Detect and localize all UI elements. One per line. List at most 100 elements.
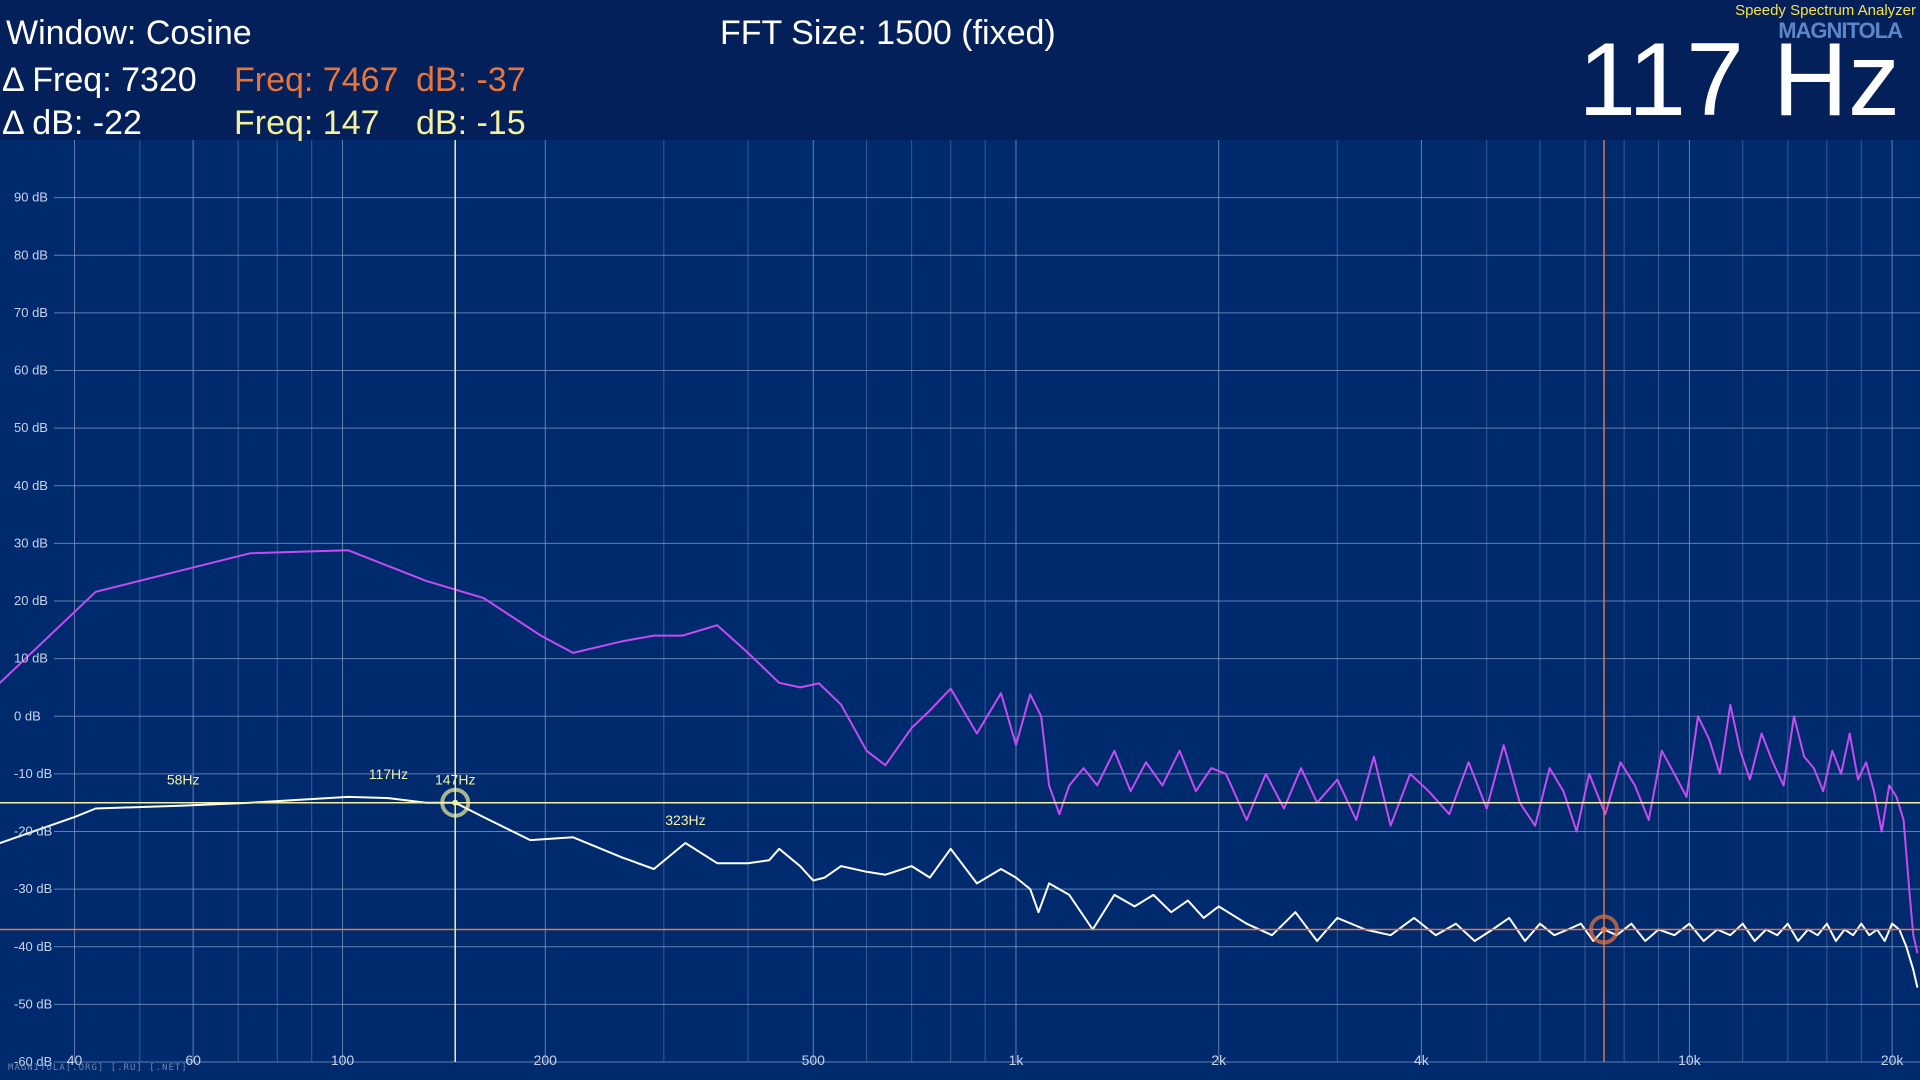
series-point xyxy=(1697,715,1699,718)
series-point xyxy=(1294,911,1297,913)
cursor-layer[interactable] xyxy=(0,140,1920,1062)
series-point xyxy=(1037,911,1040,913)
series-point xyxy=(799,865,801,867)
dominant-frequency-readout: 117 Hz xyxy=(1578,22,1900,138)
y-tick-label: -20 dB xyxy=(14,824,52,839)
y-tick-label: 20 dB xyxy=(14,593,48,608)
series-point xyxy=(1787,922,1789,925)
grid xyxy=(54,140,1920,1063)
fft-size-label[interactable]: FFT Size: 1500 (fixed) xyxy=(720,14,1056,52)
series-point xyxy=(1040,715,1042,718)
app-title: Speedy Spectrum Analyzer xyxy=(1735,2,1916,19)
series-point xyxy=(1113,750,1116,752)
series-point xyxy=(1068,894,1071,896)
series-point xyxy=(1300,767,1302,769)
series-point xyxy=(681,634,684,637)
series-point xyxy=(1413,917,1415,919)
series-point xyxy=(1448,813,1451,816)
yellow-cursor-marker-ring[interactable] xyxy=(440,787,471,818)
series-point xyxy=(1015,744,1017,746)
series-point xyxy=(73,816,76,818)
series-point xyxy=(1502,744,1505,746)
orange-cursor-marker-dot[interactable] xyxy=(1600,926,1607,933)
series-point xyxy=(1880,830,1883,833)
x-tick-label: 1k xyxy=(1009,1052,1025,1068)
x-tick-label: 10k xyxy=(1678,1052,1702,1068)
series-point xyxy=(1905,945,1908,948)
series-point xyxy=(1719,773,1721,775)
series-point xyxy=(1580,922,1582,925)
series-point xyxy=(747,652,749,654)
series-point xyxy=(1336,917,1339,919)
series-point xyxy=(1170,911,1172,913)
series-point xyxy=(1508,917,1510,919)
orange-cursor-marker-ring[interactable] xyxy=(1588,914,1619,945)
series-point xyxy=(653,868,655,870)
series-point xyxy=(1245,922,1248,925)
series-point xyxy=(1210,767,1213,769)
yellow-cursor-db: dB: -15 xyxy=(416,104,526,142)
series-point xyxy=(1634,784,1636,787)
series-point xyxy=(1604,813,1607,816)
series-point xyxy=(1873,790,1875,792)
series-point xyxy=(1888,784,1890,787)
series-point xyxy=(1753,940,1756,942)
series-point xyxy=(1000,868,1002,870)
series-point xyxy=(1000,692,1002,694)
yellow-cursor-marker-dot[interactable] xyxy=(452,799,459,806)
y-tick-label: -50 dB xyxy=(14,996,52,1011)
series-point xyxy=(387,797,390,799)
series-point xyxy=(1848,732,1851,735)
series-point xyxy=(1661,750,1663,752)
series-point xyxy=(865,750,868,752)
window-function-label[interactable]: Window: Cosine xyxy=(6,14,252,52)
orange-cursor-frequency: Freq: 7467 xyxy=(234,61,399,99)
series-point xyxy=(653,634,655,637)
series-point xyxy=(1916,951,1919,954)
series-point xyxy=(1336,778,1339,781)
x-tick-label: 200 xyxy=(534,1052,558,1068)
series-point xyxy=(482,597,485,599)
series-point xyxy=(1688,922,1691,925)
y-tick-label: 50 dB xyxy=(14,420,48,435)
series-point xyxy=(1029,693,1032,696)
y-tick-label: 60 dB xyxy=(14,363,48,378)
series-point xyxy=(1548,767,1551,769)
series-point xyxy=(1588,773,1591,775)
series-point xyxy=(884,873,887,876)
series-point xyxy=(249,552,252,554)
series-point xyxy=(1865,761,1867,764)
series-point xyxy=(1857,778,1859,781)
series-point xyxy=(1217,905,1220,908)
series-point xyxy=(1895,796,1898,798)
series-point xyxy=(1803,755,1805,758)
magenta-series-line xyxy=(0,549,1919,953)
series-point xyxy=(1776,934,1778,937)
series-point xyxy=(621,640,623,643)
series-point xyxy=(94,590,97,593)
series-point xyxy=(572,652,574,654)
series-point xyxy=(1455,922,1457,925)
x-tick-label: 100 xyxy=(331,1052,355,1068)
series-point xyxy=(1908,888,1910,890)
orange-cursor-db: dB: -37 xyxy=(416,61,526,99)
series-point xyxy=(572,836,574,839)
y-tick-label: -30 dB xyxy=(14,881,52,896)
series-point xyxy=(768,859,770,862)
series-point xyxy=(1840,773,1842,775)
series-point xyxy=(1826,922,1828,925)
series-point xyxy=(1793,715,1795,718)
magnitola-logo: MAGNITOLA xyxy=(1778,18,1903,43)
series-layer xyxy=(0,549,1919,988)
series-point xyxy=(1831,750,1834,752)
series-point xyxy=(1860,922,1863,925)
series-point xyxy=(684,842,687,844)
x-tick-label: 60 xyxy=(185,1052,201,1068)
series-point xyxy=(910,865,913,867)
series-point xyxy=(1409,773,1412,775)
series-point xyxy=(1133,905,1136,908)
series-point xyxy=(529,839,532,841)
series-point xyxy=(812,879,815,882)
series-point xyxy=(1912,969,1915,971)
